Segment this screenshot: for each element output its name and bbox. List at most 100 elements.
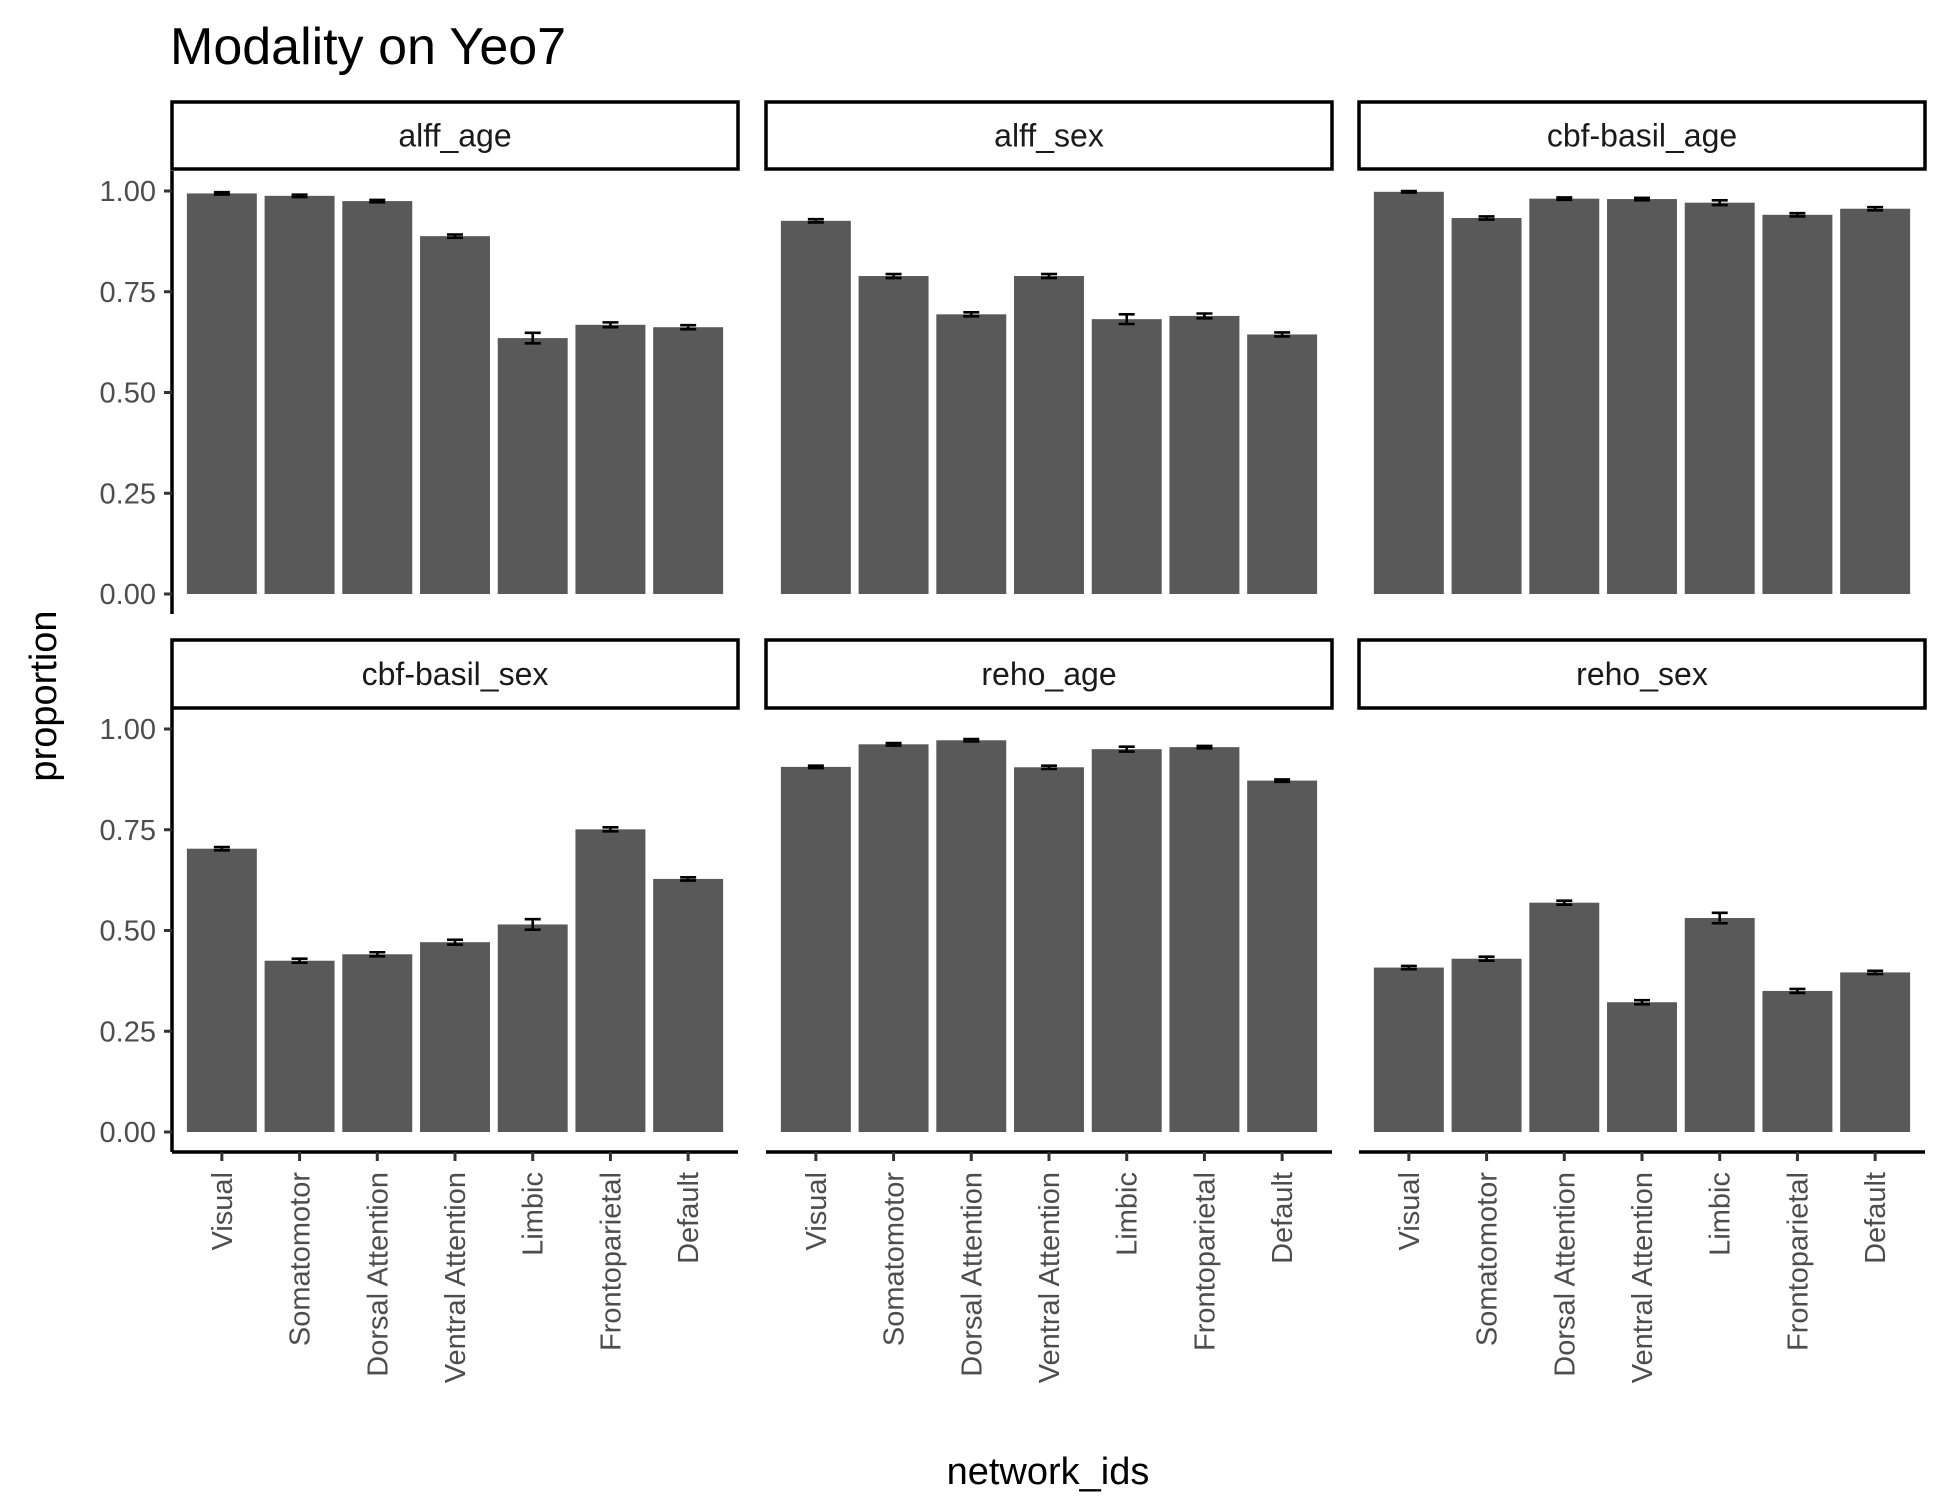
error-bar: [1556, 899, 1573, 907]
error-bar: [1274, 331, 1291, 338]
bar-reho_age-visual: [780, 766, 851, 1132]
x-tick-label: Limbic: [1705, 1172, 1737, 1256]
error-bar: [1634, 196, 1650, 202]
bar-reho_sex-frontoparietal: [1762, 990, 1833, 1132]
x-tick-label: Somatomotor: [1472, 1172, 1504, 1346]
facet-strip: [764, 638, 1334, 710]
y-tick-label: 0.25: [100, 1016, 156, 1048]
error-bar: [1478, 955, 1495, 963]
facet-panel-alff_age: alff_age 0.00 0.25 0.50 0.75 1.00: [100, 100, 740, 614]
error-bar: [447, 938, 463, 946]
facet-strip-label: alff_age: [398, 118, 511, 154]
bar-alff_sex-default: [1247, 334, 1318, 594]
bar-cbf-basil_age-ventral-attention: [1607, 199, 1677, 594]
bar-alff_sex-visual: [780, 220, 851, 594]
error-bar: [1274, 778, 1291, 784]
error-bar: [1400, 964, 1417, 971]
x-tick-label: Visual: [1394, 1172, 1426, 1250]
facet-panels: alff_age 0.00 0.25 0.50 0.75 1.00 alff_sex cbf-…: [100, 100, 1927, 1383]
error-bar: [213, 845, 230, 852]
error-bar: [524, 917, 541, 931]
x-tick-label: Somatomotor: [879, 1172, 911, 1346]
bar-cbf-basil_sex-ventral-attention: [420, 942, 490, 1132]
bar-alff_age-somatomotor: [264, 195, 335, 594]
error-bar: [885, 741, 902, 747]
bar-alff_age-visual: [186, 193, 257, 594]
facet-strip-label: alff_sex: [994, 118, 1104, 154]
bar-cbf-basil_sex-default: [653, 878, 724, 1132]
x-tick-label: Ventral Attention: [1627, 1172, 1659, 1383]
bar-alff_age-default: [653, 327, 724, 594]
facet-strip: [1357, 638, 1927, 710]
y-tick-label: 0.00: [100, 1117, 156, 1149]
bar-reho_sex-dorsal-attention: [1529, 902, 1600, 1132]
facet-panel-cbf-basil_sex: cbf-basil_sex 0.00 0.25 0.50 0.75 1.00 Visual S…: [100, 638, 740, 1383]
error-bar: [369, 198, 386, 204]
y-tick-label: 0.75: [100, 815, 156, 847]
error-bar: [1789, 211, 1806, 218]
x-tick-label: Default: [673, 1172, 705, 1264]
bar-reho_age-default: [1247, 780, 1318, 1132]
facet-strip-label: reho_sex: [1576, 656, 1708, 692]
error-bar: [680, 323, 697, 331]
error-bar: [1041, 764, 1057, 771]
error-bar: [1789, 987, 1806, 995]
bar-reho_sex-ventral-attention: [1607, 1002, 1677, 1132]
bar-alff_age-limbic: [497, 338, 568, 594]
x-axis-title: network_ids: [947, 1451, 1150, 1493]
bar-alff_sex-limbic: [1091, 319, 1162, 594]
bar-alff_age-frontoparietal: [575, 324, 646, 594]
error-bar: [602, 321, 619, 329]
facet-strip-label: cbf-basil_age: [1547, 118, 1737, 154]
y-tick-label: 1.00: [100, 714, 156, 746]
bar-alff_sex-frontoparietal: [1169, 315, 1240, 594]
bar-reho_age-ventral-attention: [1014, 767, 1084, 1132]
x-tick-label: Frontoparietal: [1189, 1172, 1221, 1351]
facet-strip: [170, 100, 740, 171]
error-bar: [1196, 312, 1213, 320]
bar-cbf-basil_sex-visual: [186, 848, 257, 1132]
y-tick-label: 1.00: [100, 176, 156, 208]
error-bar: [1867, 969, 1884, 976]
bar-cbf-basil_age-limbic: [1684, 202, 1755, 594]
x-tick-label: Dorsal Attention: [362, 1172, 394, 1377]
bar-reho_age-somatomotor: [858, 744, 929, 1132]
x-tick-label: Limbic: [518, 1172, 550, 1256]
x-tick-label: Frontoparietal: [1782, 1172, 1814, 1351]
error-bar: [1400, 189, 1417, 194]
error-bar: [447, 233, 463, 240]
bar-cbf-basil_sex-limbic: [497, 924, 568, 1132]
bar-cbf-basil_sex-frontoparietal: [575, 829, 646, 1132]
error-bar: [1867, 205, 1884, 212]
bar-cbf-basil_sex-somatomotor: [264, 960, 335, 1132]
error-bar: [1711, 198, 1728, 207]
y-axis-title: proportion: [23, 610, 65, 781]
facet-strip: [764, 100, 1334, 171]
error-bar: [1634, 998, 1650, 1006]
facet-panel-alff_sex: alff_sex: [764, 100, 1334, 594]
x-tick-label: Ventral Attention: [1034, 1172, 1066, 1383]
x-tick-label: Default: [1860, 1172, 1892, 1264]
x-tick-label: Visual: [207, 1172, 239, 1250]
bar-reho_age-limbic: [1091, 749, 1162, 1132]
bar-alff_sex-ventral-attention: [1014, 276, 1084, 594]
facet-strip: [1357, 100, 1927, 171]
error-bar: [602, 826, 619, 833]
error-bar: [291, 193, 308, 199]
error-bar: [524, 331, 541, 345]
facet-strip-label: reho_age: [981, 656, 1116, 692]
x-tick-label: Somatomotor: [285, 1172, 317, 1346]
x-tick-label: Visual: [801, 1172, 833, 1250]
bar-reho_sex-visual: [1373, 967, 1444, 1132]
bar-reho_age-frontoparietal: [1169, 747, 1240, 1132]
y-tick-label: 0.50: [100, 378, 156, 410]
bar-cbf-basil_age-somatomotor: [1451, 218, 1522, 594]
x-tick-label: Limbic: [1112, 1172, 1144, 1256]
error-bar: [963, 311, 980, 318]
error-bar: [1196, 744, 1213, 750]
error-bar: [1118, 313, 1135, 326]
facet-panel-reho_sex: reho_sex Visual Somatomotor Dorsal Attentio…: [1357, 638, 1927, 1383]
bar-reho_age-dorsal-attention: [936, 740, 1007, 1132]
bar-alff_sex-somatomotor: [858, 276, 929, 594]
